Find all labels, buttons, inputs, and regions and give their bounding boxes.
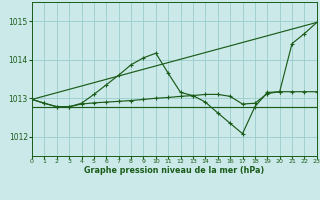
X-axis label: Graphe pression niveau de la mer (hPa): Graphe pression niveau de la mer (hPa) bbox=[84, 166, 265, 175]
